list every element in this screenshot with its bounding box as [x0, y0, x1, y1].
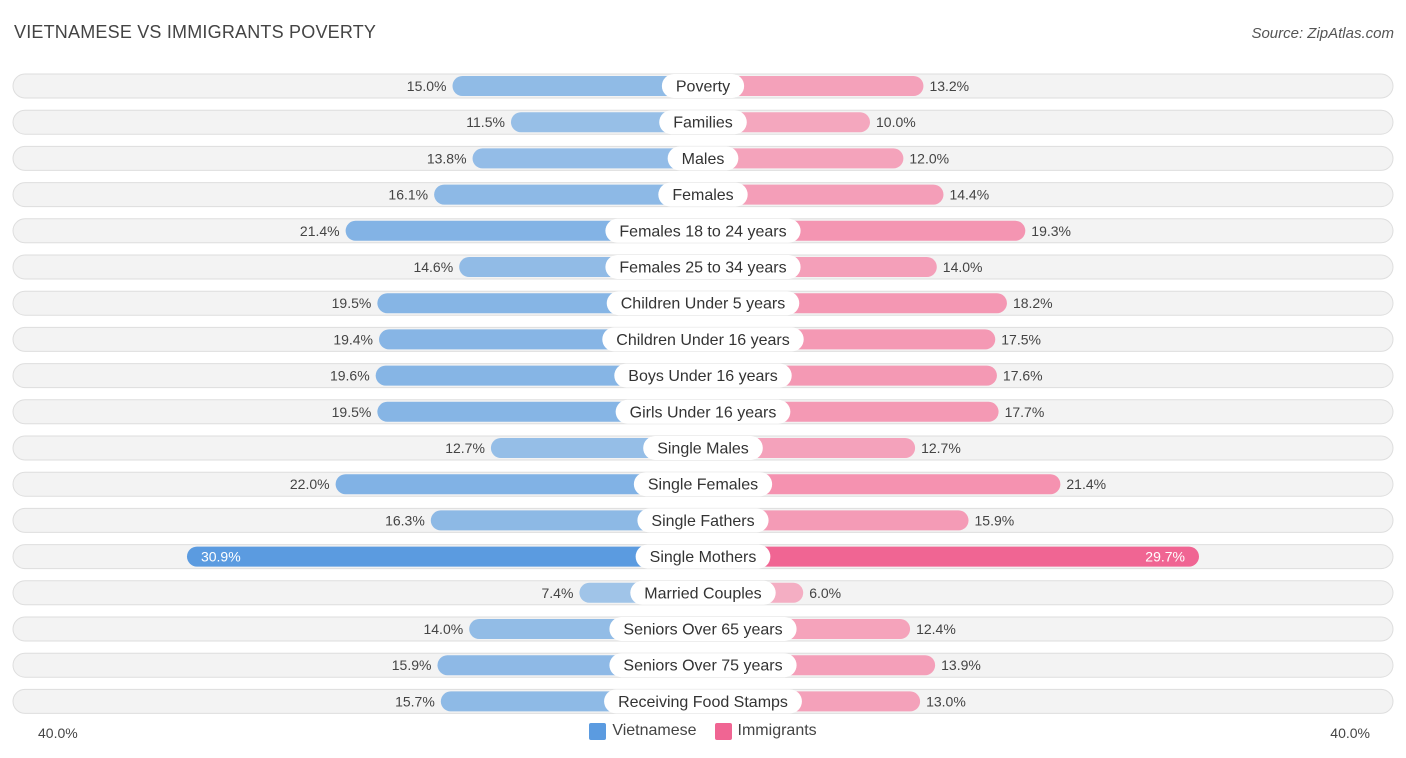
- category-pill-single-females: [633, 472, 773, 497]
- value-label-immigrants-females: 14.4%: [949, 187, 989, 203]
- category-pill-seniors-over-75-years: [609, 653, 797, 678]
- category-pill-boys-under-16-years: [614, 363, 792, 388]
- category-label-boys-under-16-years: Boys Under 16 years: [628, 368, 777, 385]
- bar-vietnamese-single-mothers: [186, 546, 704, 567]
- value-label-immigrants-boys-under-16-years: 17.6%: [1003, 368, 1043, 384]
- value-label-vietnamese-seniors-over-65-years: 14.0%: [423, 621, 463, 637]
- value-label-vietnamese-girls-under-16-years: 19.5%: [332, 404, 372, 420]
- value-label-immigrants-girls-under-16-years: 17.7%: [1005, 404, 1045, 420]
- category-label-single-mothers: Single Mothers: [650, 549, 757, 566]
- category-label-females: Females: [672, 187, 733, 204]
- value-label-immigrants-single-males: 12.7%: [921, 440, 961, 456]
- category-label-families: Families: [673, 115, 733, 132]
- value-label-vietnamese-receiving-food-stamps: 15.7%: [395, 693, 435, 709]
- category-pill-females: [658, 182, 748, 207]
- legend: Vietnamese Immigrants: [0, 722, 1406, 740]
- category-label-single-females: Single Females: [648, 477, 758, 494]
- category-label-married-couples: Married Couples: [644, 585, 761, 602]
- value-label-vietnamese-boys-under-16-years: 19.6%: [330, 368, 370, 384]
- category-pill-females-25-to-34-years: [605, 255, 801, 279]
- value-label-immigrants-receiving-food-stamps: 13.0%: [926, 693, 966, 709]
- legend-swatch-immigrants: [714, 722, 732, 740]
- category-label-children-under-16-years: Children Under 16 years: [616, 332, 789, 349]
- bar-vietnamese-single-females: [335, 474, 703, 495]
- category-label-girls-under-16-years: Girls Under 16 years: [630, 404, 777, 421]
- value-label-vietnamese-single-fathers: 16.3%: [385, 512, 425, 528]
- value-label-immigrants-married-couples: 6.0%: [809, 585, 841, 601]
- bar-immigrants-single-mothers: [703, 546, 1199, 567]
- bar-vietnamese-poverty: [452, 76, 703, 96]
- legend-swatch-vietnamese: [589, 722, 607, 740]
- value-label-vietnamese-females-18-to-24-years: 21.4%: [300, 223, 340, 239]
- value-label-immigrants-children-under-16-years: 17.5%: [1001, 331, 1041, 347]
- value-label-immigrants-females-18-to-24-years: 19.3%: [1031, 223, 1071, 239]
- value-label-immigrants-seniors-over-65-years: 12.4%: [916, 621, 956, 637]
- value-label-vietnamese-females: 16.1%: [388, 187, 428, 203]
- bar-immigrants-females: [703, 184, 944, 205]
- value-label-vietnamese-married-couples: 7.4%: [541, 585, 573, 601]
- bar-immigrants-males: [703, 148, 904, 169]
- category-label-seniors-over-65-years: Seniors Over 65 years: [623, 622, 782, 639]
- category-label-single-males: Single Males: [657, 441, 749, 458]
- category-pill-single-fathers: [637, 508, 769, 533]
- value-label-immigrants-children-under-5-years: 18.2%: [1013, 295, 1053, 311]
- value-label-vietnamese-seniors-over-75-years: 15.9%: [392, 657, 432, 673]
- value-label-vietnamese-poverty: 15.0%: [407, 78, 447, 94]
- value-label-immigrants-poverty: 13.2%: [929, 78, 969, 94]
- category-label-receiving-food-stamps: Receiving Food Stamps: [618, 694, 788, 711]
- legend-item-vietnamese: Vietnamese: [589, 722, 697, 740]
- value-label-vietnamese-children-under-16-years: 19.4%: [333, 331, 373, 347]
- category-pill-seniors-over-65-years: [609, 617, 797, 641]
- category-pill-single-males: [643, 436, 763, 460]
- bar-immigrants-single-fathers: [703, 510, 969, 531]
- value-label-vietnamese-females-25-to-34-years: 14.6%: [413, 259, 453, 275]
- bar-vietnamese-single-fathers: [430, 510, 703, 531]
- category-label-females-25-to-34-years: Females 25 to 34 years: [619, 260, 786, 277]
- category-label-single-fathers: Single Fathers: [651, 513, 754, 530]
- category-label-males: Males: [682, 151, 725, 168]
- bar-immigrants-single-females: [703, 474, 1061, 495]
- legend-label-vietnamese: Vietnamese: [612, 722, 697, 739]
- value-label-immigrants-males: 12.0%: [909, 150, 949, 166]
- category-pill-children-under-16-years: [602, 327, 804, 352]
- legend-label-immigrants: Immigrants: [737, 722, 817, 739]
- value-label-vietnamese-single-males: 12.7%: [445, 440, 485, 456]
- value-label-vietnamese-single-mothers: 30.9%: [201, 549, 241, 565]
- chart-canvas: 15.0% 13.2% Poverty 11.5% 10.0% Families 13.8%…: [12, 73, 1394, 714]
- bar-immigrants-poverty: [703, 76, 924, 96]
- category-pill-single-mothers: [635, 544, 771, 569]
- chart-title: VIETNAMESE VS IMMIGRANTS POVERTY: [14, 22, 377, 42]
- value-label-immigrants-single-mothers: 29.7%: [1145, 549, 1185, 565]
- bar-vietnamese-families: [510, 112, 703, 133]
- value-label-immigrants-single-fathers: 15.9%: [975, 512, 1015, 528]
- category-label-seniors-over-75-years: Seniors Over 75 years: [623, 658, 782, 675]
- value-label-vietnamese-single-females: 22.0%: [290, 476, 330, 492]
- category-label-children-under-5-years: Children Under 5 years: [621, 296, 786, 313]
- axis-label-left: 40.0%: [38, 725, 78, 741]
- value-label-vietnamese-males: 13.8%: [427, 150, 467, 166]
- value-label-vietnamese-families: 11.5%: [466, 114, 505, 130]
- bar-vietnamese-males: [472, 148, 703, 169]
- value-label-immigrants-single-females: 21.4%: [1066, 476, 1106, 492]
- category-pill-families: [659, 110, 747, 135]
- value-label-immigrants-families: 10.0%: [876, 114, 916, 130]
- source-credit: Source: ZipAtlas.com: [1251, 25, 1394, 42]
- legend-item-immigrants: Immigrants: [714, 722, 817, 740]
- category-pill-poverty: [661, 74, 745, 98]
- category-pill-receiving-food-stamps: [604, 689, 802, 714]
- category-label-poverty: Poverty: [676, 79, 730, 96]
- value-label-immigrants-females-25-to-34-years: 14.0%: [943, 259, 983, 275]
- category-pill-females-18-to-24-years: [605, 218, 801, 243]
- value-label-immigrants-seniors-over-75-years: 13.9%: [941, 657, 981, 673]
- bar-vietnamese-females: [434, 184, 703, 205]
- category-label-females-18-to-24-years: Females 18 to 24 years: [619, 223, 786, 240]
- value-label-vietnamese-children-under-5-years: 19.5%: [332, 295, 372, 311]
- category-pill-girls-under-16-years: [615, 399, 791, 424]
- category-pill-males: [667, 146, 739, 171]
- category-pill-children-under-5-years: [606, 291, 800, 316]
- category-pill-married-couples: [630, 580, 776, 605]
- axis-label-right: 40.0%: [1330, 725, 1370, 741]
